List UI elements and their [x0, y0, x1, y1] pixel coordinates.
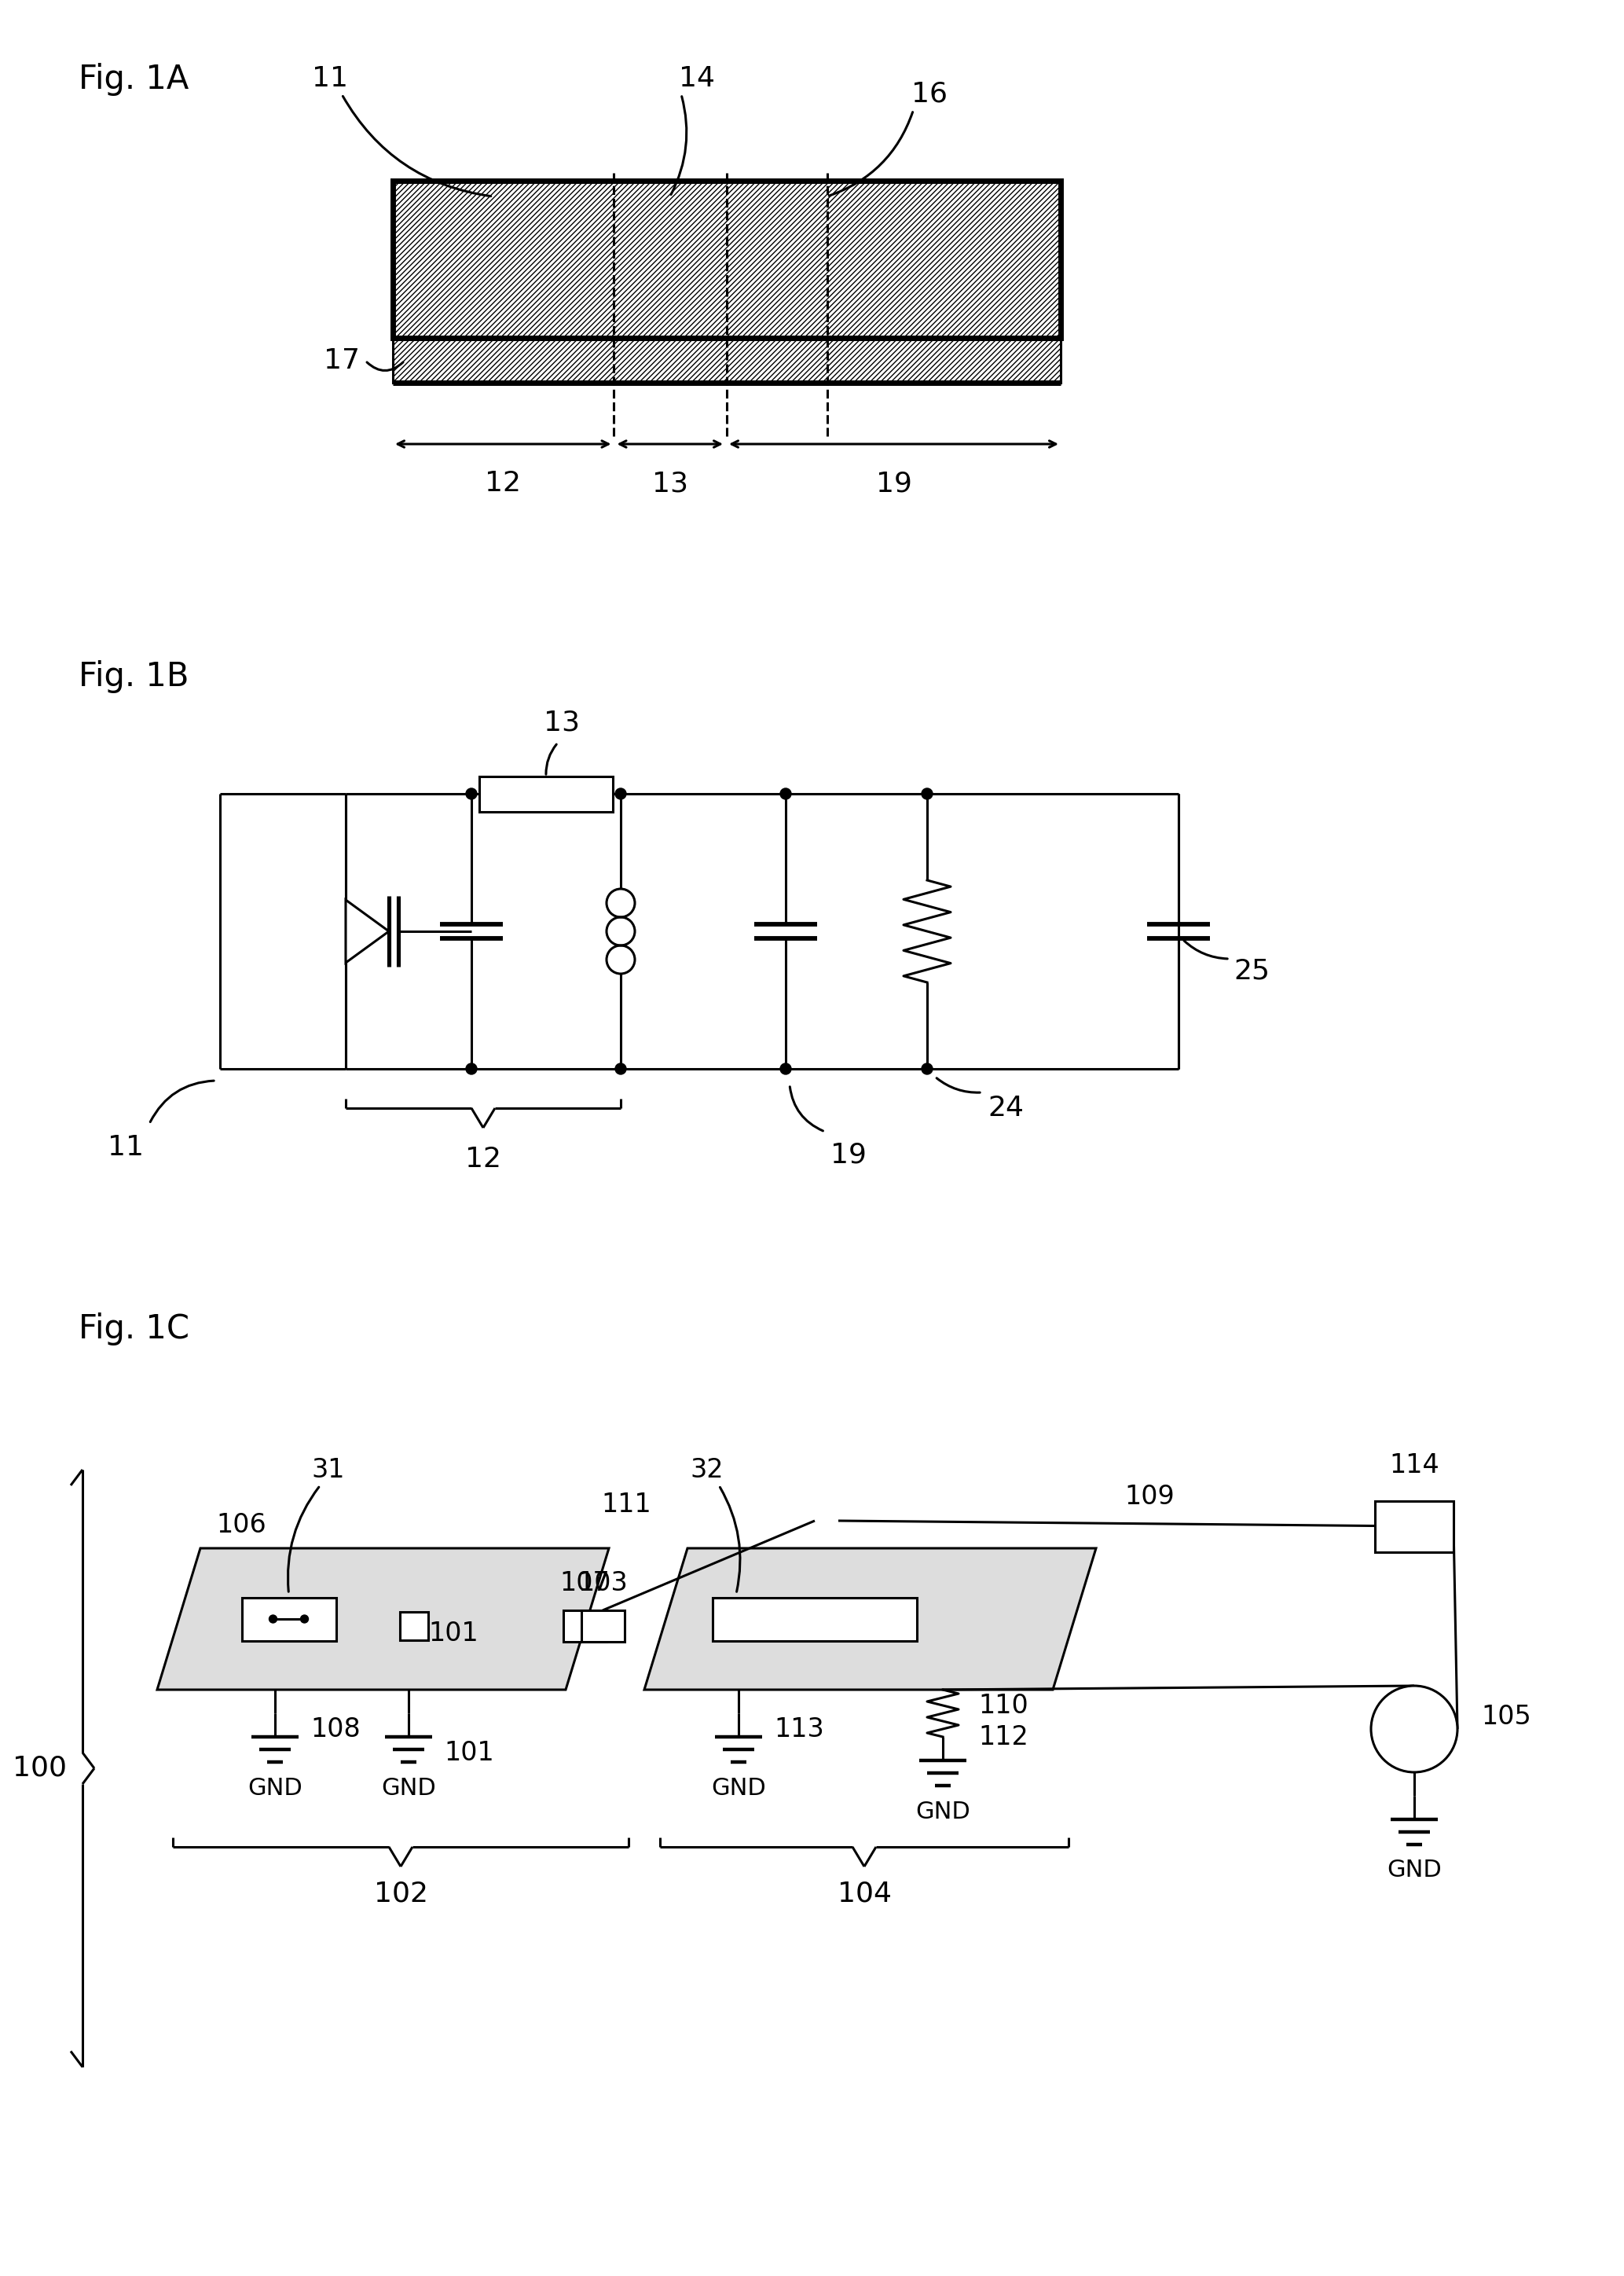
Text: Fig. 1C: Fig. 1C [78, 1313, 190, 1345]
Text: 114: 114 [1389, 1452, 1439, 1479]
Circle shape [466, 1063, 477, 1074]
Text: GND: GND [1387, 1859, 1442, 1882]
Text: 103: 103 [578, 1570, 627, 1595]
Bar [564, 1611, 606, 1641]
Text: 106: 106 [216, 1511, 266, 1539]
Text: 12: 12 [486, 469, 521, 496]
Circle shape [615, 787, 627, 799]
Text: Fig. 1B: Fig. 1B [78, 660, 188, 694]
Text: GND: GND [916, 1800, 970, 1823]
Text: 100: 100 [11, 1755, 67, 1782]
Text: 11: 11 [107, 1133, 145, 1161]
Text: 112: 112 [978, 1723, 1028, 1750]
Text: 111: 111 [601, 1493, 651, 1518]
Text: −: − [1411, 1730, 1436, 1757]
Text: 16: 16 [911, 82, 947, 107]
Circle shape [780, 1063, 791, 1074]
Text: 102: 102 [374, 1880, 427, 1907]
Polygon shape [158, 1548, 609, 1689]
Text: 19: 19 [830, 1143, 867, 1168]
Text: 14: 14 [679, 66, 715, 91]
Text: 105: 105 [1481, 1705, 1531, 1730]
Circle shape [780, 787, 791, 799]
Text: 31: 31 [312, 1457, 344, 1482]
Circle shape [615, 1063, 627, 1074]
Text: 104: 104 [836, 1880, 892, 1907]
Text: 113: 113 [775, 1716, 823, 1741]
Text: 25: 25 [1234, 958, 1270, 983]
Text: 32: 32 [690, 1457, 724, 1482]
Text: 108: 108 [310, 1716, 361, 1741]
Bar [581, 1611, 625, 1641]
Text: 101: 101 [443, 1739, 494, 1766]
Text: GND: GND [382, 1778, 435, 1800]
Text: +: + [1393, 1705, 1416, 1730]
Circle shape [466, 787, 477, 799]
Text: 24: 24 [987, 1095, 1023, 1122]
Circle shape [270, 1616, 278, 1623]
Bar [1376, 1502, 1453, 1552]
Circle shape [921, 1063, 932, 1074]
Text: GND: GND [711, 1778, 767, 1800]
Bar [400, 1611, 429, 1641]
Text: 17: 17 [323, 348, 361, 373]
Bar [393, 180, 1060, 337]
Text: 13: 13 [544, 710, 580, 737]
Text: 19: 19 [875, 469, 911, 496]
Text: 12: 12 [464, 1145, 502, 1172]
Bar [242, 1598, 336, 1641]
Text: V: V [1405, 1716, 1423, 1741]
Text: GND: GND [247, 1778, 302, 1800]
Bar [479, 776, 612, 813]
Bar [713, 1598, 918, 1641]
Text: Fig. 1A: Fig. 1A [78, 64, 188, 96]
Circle shape [1371, 1687, 1457, 1773]
Text: 101: 101 [429, 1621, 479, 1648]
Circle shape [921, 787, 932, 799]
Circle shape [300, 1616, 309, 1623]
Text: 109: 109 [1125, 1484, 1174, 1511]
Polygon shape [346, 899, 388, 963]
Text: 11: 11 [312, 66, 348, 91]
Text: 107: 107 [560, 1570, 609, 1595]
Polygon shape [645, 1548, 1096, 1689]
Text: 13: 13 [651, 469, 689, 496]
Bar [393, 339, 1060, 382]
Text: 110: 110 [978, 1693, 1028, 1718]
